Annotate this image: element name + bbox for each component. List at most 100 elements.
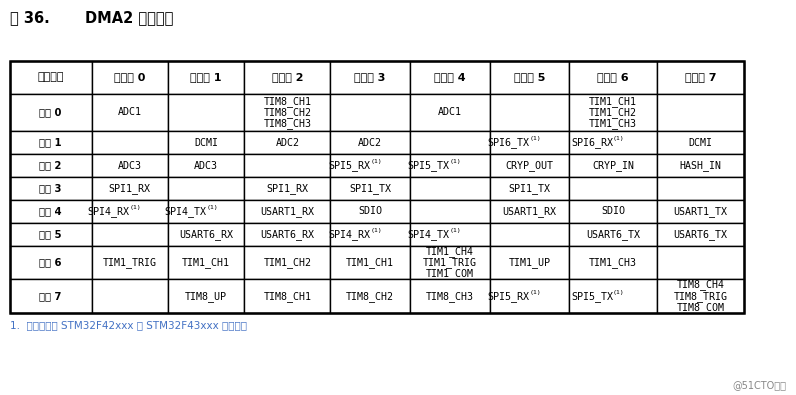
Bar (490, 246, 569, 279)
Text: CRYP_IN: CRYP_IN (592, 160, 634, 171)
Text: USART1_RX: USART1_RX (260, 206, 314, 217)
Text: ADC2: ADC2 (275, 137, 299, 148)
Text: 通道 6: 通道 6 (39, 258, 62, 267)
Bar (410, 131, 490, 154)
Bar (10, 200, 92, 223)
Text: 数据流 5: 数据流 5 (513, 72, 545, 83)
Text: 1.  这些请求在 STM32F42xxx 和 STM32F43xxx 上可用。: 1. 这些请求在 STM32F42xxx 和 STM32F43xxx 上可用。 (10, 320, 247, 330)
Text: SPI6_TX: SPI6_TX (487, 137, 529, 148)
Text: (1): (1) (450, 228, 462, 233)
Text: ADC3: ADC3 (194, 160, 218, 171)
Bar (569, 177, 657, 200)
Text: SDIO: SDIO (601, 206, 625, 216)
Bar (490, 154, 569, 177)
Bar (490, 200, 569, 223)
Bar (330, 94, 410, 131)
Text: 数据流 2: 数据流 2 (271, 72, 303, 83)
Text: SPI5_TX: SPI5_TX (571, 291, 613, 301)
Bar (10, 61, 744, 313)
Bar (92, 131, 168, 154)
Text: SPI4_TX: SPI4_TX (408, 229, 450, 240)
Text: 数据流 7: 数据流 7 (685, 72, 716, 83)
Text: (1): (1) (130, 205, 142, 210)
Text: HASH_IN: HASH_IN (680, 160, 721, 171)
Text: 通道 3: 通道 3 (39, 183, 62, 194)
Bar (244, 246, 330, 279)
Bar (10, 246, 92, 279)
Text: 数据流 4: 数据流 4 (434, 72, 466, 83)
Bar (569, 154, 657, 177)
Text: USART6_RX: USART6_RX (260, 229, 314, 240)
Text: TIM1_CH2: TIM1_CH2 (263, 257, 311, 268)
Bar (490, 279, 569, 313)
Text: SPI5_TX: SPI5_TX (408, 160, 450, 171)
Text: TIM1_CH3: TIM1_CH3 (589, 118, 637, 129)
Bar (92, 94, 168, 131)
Bar (10, 94, 92, 131)
Bar (168, 246, 244, 279)
Text: 数据流 3: 数据流 3 (354, 72, 386, 83)
Bar (330, 246, 410, 279)
Bar (92, 200, 168, 223)
Bar (657, 61, 744, 94)
Bar (569, 61, 657, 94)
Text: DMA2 请求映射: DMA2 请求映射 (85, 10, 174, 25)
Bar (244, 94, 330, 131)
Bar (330, 131, 410, 154)
Text: TIM8_CH3: TIM8_CH3 (426, 291, 474, 301)
Bar (330, 154, 410, 177)
Bar (168, 131, 244, 154)
Bar (410, 246, 490, 279)
Bar (168, 61, 244, 94)
Text: TIM8_UP: TIM8_UP (185, 291, 227, 301)
Text: 表 36.: 表 36. (10, 10, 70, 25)
Text: TIM8_CH2: TIM8_CH2 (346, 291, 394, 301)
Text: 通道 5: 通道 5 (39, 229, 62, 239)
Bar (410, 94, 490, 131)
Bar (410, 177, 490, 200)
Text: TIM1_CH1: TIM1_CH1 (589, 96, 637, 107)
Bar (92, 246, 168, 279)
Bar (92, 279, 168, 313)
Text: TIM1_TRIG: TIM1_TRIG (423, 257, 477, 268)
Bar (490, 223, 569, 246)
Text: DCMI: DCMI (194, 137, 218, 148)
Bar (330, 200, 410, 223)
Bar (10, 279, 92, 313)
Text: ADC2: ADC2 (358, 137, 382, 148)
Text: TIM8_CH4: TIM8_CH4 (677, 279, 724, 290)
Bar (168, 279, 244, 313)
Text: SPI1_RX: SPI1_RX (267, 183, 308, 194)
Text: (1): (1) (370, 228, 382, 233)
Bar (10, 131, 92, 154)
Bar (490, 177, 569, 200)
Text: TIM1_COM: TIM1_COM (426, 268, 474, 279)
Text: (1): (1) (613, 136, 625, 141)
Bar (569, 246, 657, 279)
Bar (410, 223, 490, 246)
Bar (569, 94, 657, 131)
Bar (168, 177, 244, 200)
Bar (92, 61, 168, 94)
Text: 通道 2: 通道 2 (39, 160, 62, 171)
Text: TIM8_CH1: TIM8_CH1 (263, 291, 311, 301)
Bar (410, 154, 490, 177)
Bar (10, 177, 92, 200)
Bar (410, 61, 490, 94)
Bar (168, 223, 244, 246)
Text: 通道 4: 通道 4 (39, 206, 62, 216)
Text: TIM8_CH3: TIM8_CH3 (263, 118, 311, 129)
Bar (657, 131, 744, 154)
Text: @51CTO博客: @51CTO博客 (732, 380, 786, 390)
Bar (657, 177, 744, 200)
Bar (168, 154, 244, 177)
Text: 数据流 6: 数据流 6 (597, 72, 629, 83)
Bar (244, 279, 330, 313)
Text: SPI1_TX: SPI1_TX (349, 183, 391, 194)
Bar (657, 279, 744, 313)
Text: SDIO: SDIO (358, 206, 382, 216)
Bar (410, 200, 490, 223)
Text: SPI5_RX: SPI5_RX (328, 160, 370, 171)
Text: SPI1_RX: SPI1_RX (109, 183, 150, 194)
Bar (490, 61, 569, 94)
